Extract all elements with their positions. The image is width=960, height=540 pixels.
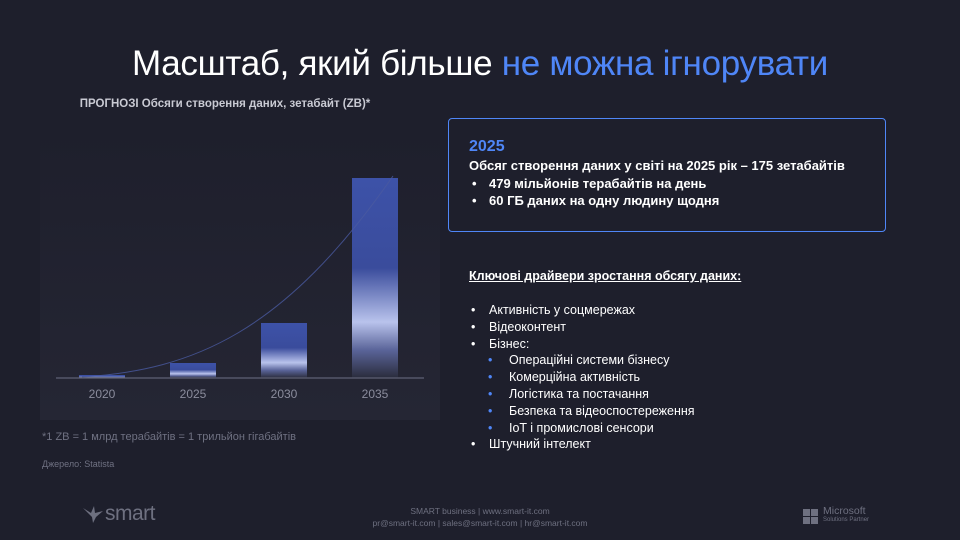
microsoft-partner-badge: Microsoft Solutions Partner <box>803 505 870 525</box>
x-tick-label: 2030 <box>271 387 298 401</box>
drivers-section: Ключові драйвери зростання обсягу даних:… <box>469 268 889 453</box>
footer-line-2: pr@smart-it.com | sales@smart-it.com | h… <box>372 518 588 528</box>
business-item: Логістика та постачання <box>469 386 889 403</box>
drivers-list-end: Штучний інтелект <box>469 436 889 453</box>
bar-chart: 2020 2025 2030 2035 <box>40 130 440 420</box>
x-tick-label: 2020 <box>89 387 116 401</box>
drivers-heading: Ключові драйвери зростання обсягу даних: <box>469 269 742 283</box>
info-item: 479 мільйонів терабайтів на день <box>469 175 885 192</box>
bar-2025 <box>170 363 216 378</box>
logo-text: smart <box>105 502 156 525</box>
info-list: 479 мільйонів терабайтів на день 60 ГБ д… <box>469 175 885 209</box>
trend-line <box>81 175 394 378</box>
driver-item: Відеоконтент <box>469 319 889 336</box>
info-item: 60 ГБ даних на одну людину щодня <box>469 192 885 209</box>
driver-item: Штучний інтелект <box>469 436 889 453</box>
business-sublist: Операційні системи бізнесу Комерційна ак… <box>469 352 889 436</box>
title-accent: не можна ігнорувати <box>501 44 829 83</box>
chart-footnote: *1 ZB = 1 млрд терабайтів = 1 трильйон г… <box>42 431 296 443</box>
partner-sub: Solutions Partner <box>823 517 870 523</box>
business-item: Комерційна активність <box>469 369 889 386</box>
footer-line-1: SMART business | www.smart-it.com <box>410 506 550 516</box>
business-item: Безпека та відеоспостереження <box>469 403 889 420</box>
chart-source: Джерело: Statista <box>42 459 115 469</box>
bar-2020 <box>79 375 125 378</box>
slide-title: Масштаб, який більше не можна ігнорувати <box>0 44 960 84</box>
x-tick-label: 2035 <box>362 387 389 401</box>
info-box-2025: 2025 Обсяг створення даних у світі на 20… <box>448 118 886 232</box>
footer-contacts: SMART business | www.smart-it.com pr@sma… <box>280 505 680 529</box>
driver-item: Активність у соцмережах <box>469 302 889 319</box>
title-main: Масштаб, який більше <box>131 44 502 83</box>
info-description: Обсяг створення даних у світі на 2025 рі… <box>469 158 845 173</box>
info-year: 2025 <box>469 138 505 155</box>
smart-logo: smart <box>82 502 156 526</box>
drivers-list: Активність у соцмережах Відеоконтент Біз… <box>469 302 889 352</box>
partner-name: Microsoft <box>823 505 866 517</box>
business-item: Операційні системи бізнесу <box>469 352 889 369</box>
bar-2030 <box>261 323 307 378</box>
microsoft-logo-icon <box>803 508 818 524</box>
bird-icon <box>83 506 103 523</box>
chart-title: ПРОГНОЗІ Обсяги створення даних, зетабай… <box>79 98 371 110</box>
driver-item: Бізнес: <box>469 336 889 353</box>
bar-2035 <box>352 178 398 378</box>
business-item: IoT і промислові сенсори <box>469 420 889 437</box>
x-tick-label: 2025 <box>180 387 207 401</box>
